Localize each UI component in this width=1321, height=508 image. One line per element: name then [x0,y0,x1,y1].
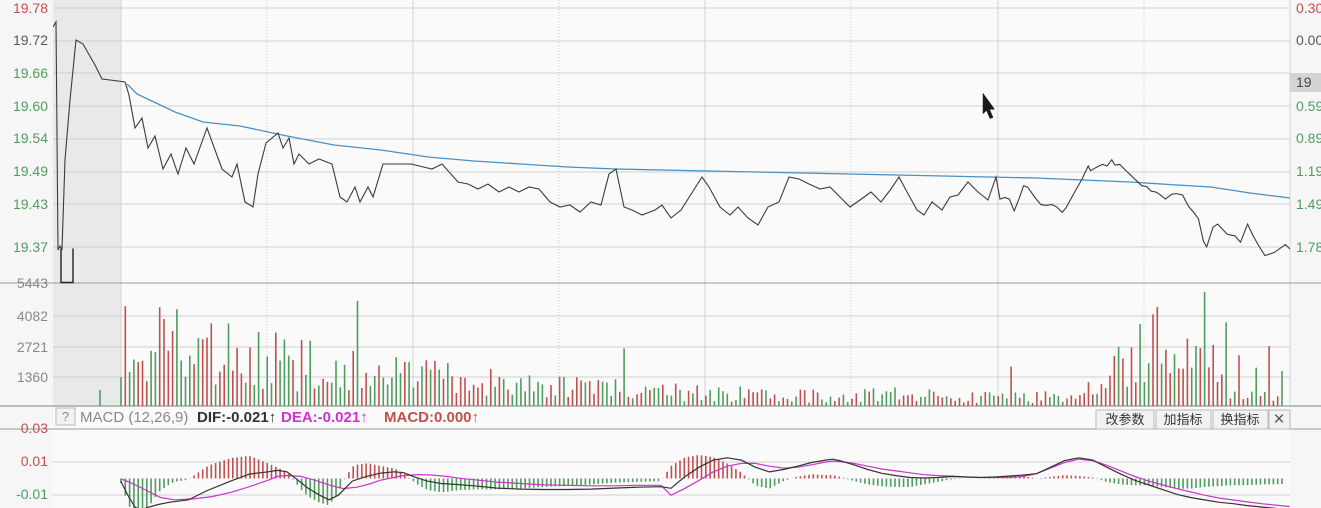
svg-text:4082: 4082 [17,308,48,324]
svg-text:MACD (12,26,9): MACD (12,26,9) [80,409,188,426]
svg-text:1.78: 1.78 [1296,239,1321,255]
svg-text:×: × [1273,409,1284,430]
svg-text:0.30: 0.30 [1296,0,1321,16]
svg-text:换指标: 换指标 [1220,412,1259,427]
svg-text:5443: 5443 [17,275,48,291]
svg-text:改参数: 改参数 [1105,412,1144,427]
svg-text:DIF:-0.021↑: DIF:-0.021↑ [197,409,276,426]
svg-text:19.78: 19.78 [13,0,48,16]
svg-text:加指标: 加指标 [1163,412,1202,427]
svg-text:0.59: 0.59 [1296,98,1321,114]
svg-text:0.03: 0.03 [21,420,48,436]
svg-text:1360: 1360 [17,369,48,385]
svg-text:19.72: 19.72 [13,32,48,48]
svg-text:19.49: 19.49 [13,163,48,179]
svg-text:DEA:-0.021↑: DEA:-0.021↑ [281,409,368,426]
svg-text:19.37: 19.37 [13,239,48,255]
svg-text:19.54: 19.54 [13,130,48,146]
svg-text:19.43: 19.43 [13,196,48,212]
svg-text:1.49: 1.49 [1296,196,1321,212]
svg-text:19.66: 19.66 [13,65,48,81]
svg-text:19: 19 [1296,74,1312,90]
svg-text:19.60: 19.60 [13,98,48,114]
svg-text:?: ? [62,409,69,424]
svg-text:0.00: 0.00 [1296,32,1321,48]
svg-text:0.01: 0.01 [21,453,48,469]
svg-text:0.89: 0.89 [1296,130,1321,146]
svg-text:-0.01: -0.01 [16,486,48,502]
svg-text:2721: 2721 [17,339,48,355]
svg-text:MACD:0.000↑: MACD:0.000↑ [384,409,479,426]
svg-text:1.19: 1.19 [1296,163,1321,179]
